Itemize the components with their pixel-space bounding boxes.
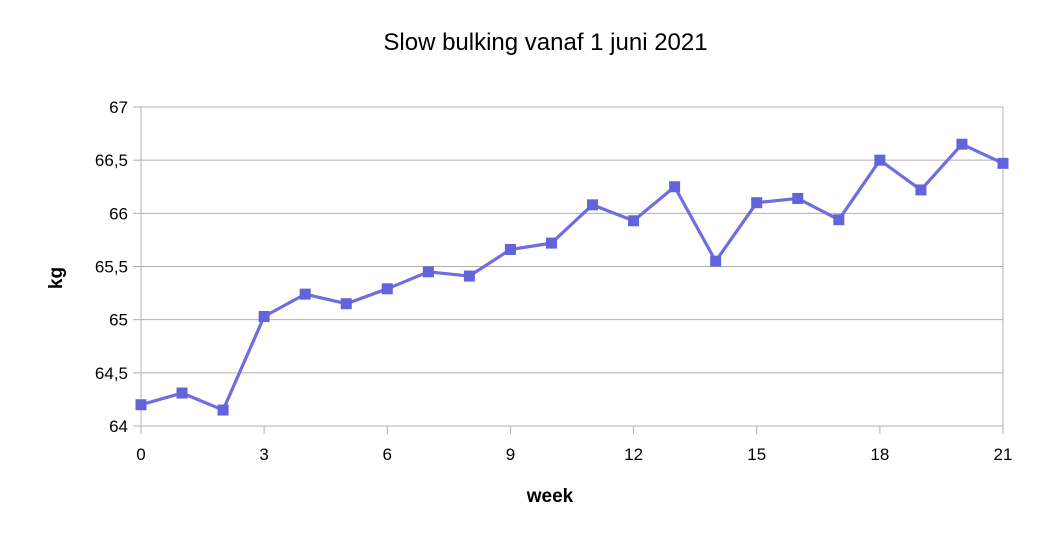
data-line [139,142,1005,412]
data-point-marker [915,184,927,196]
x-tick-label: 9 [506,445,515,464]
data-point-marker [463,270,475,282]
x-axis-title: week [526,486,574,507]
x-tick-label: 18 [870,445,889,464]
x-tick-label: 15 [747,445,766,464]
chart-title: Slow bulking vanaf 1 juni 2021 [383,29,708,56]
data-point-marker [299,288,311,300]
x-tick-label: 12 [624,445,643,464]
x-tick-label: 0 [136,445,145,464]
y-tick-label: 66 [109,204,128,223]
data-point-marker [833,214,845,226]
data-point-marker [669,181,681,193]
y-tick-label: 64 [109,417,128,436]
data-point-marker [956,138,968,150]
data-point-marker [504,243,516,255]
data-point-marker [217,404,229,416]
data-point-marker [381,283,393,295]
data-point-marker [587,199,599,211]
x-tick-label: 6 [383,445,392,464]
data-point-marker [751,197,763,209]
data-point-marker [258,310,270,322]
y-tick-label: 65,5 [95,257,128,276]
data-point-marker [874,154,886,166]
data-point-marker [792,192,804,204]
y-tick-label: 65 [109,311,128,330]
data-point-marker [176,387,188,399]
data-point-marker [135,399,147,411]
y-tick-label: 64,5 [95,364,128,383]
data-point-marker [997,157,1009,169]
x-tick-label: 21 [994,445,1013,464]
x-tick-label: 3 [259,445,268,464]
data-point-marker [422,266,434,278]
data-point-marker [628,215,640,227]
data-point-marker [340,298,352,310]
y-tick-label: 66,5 [95,151,128,170]
data-point-marker [545,237,557,249]
y-tick-label: 67 [109,98,128,117]
data-point-marker [710,255,722,267]
